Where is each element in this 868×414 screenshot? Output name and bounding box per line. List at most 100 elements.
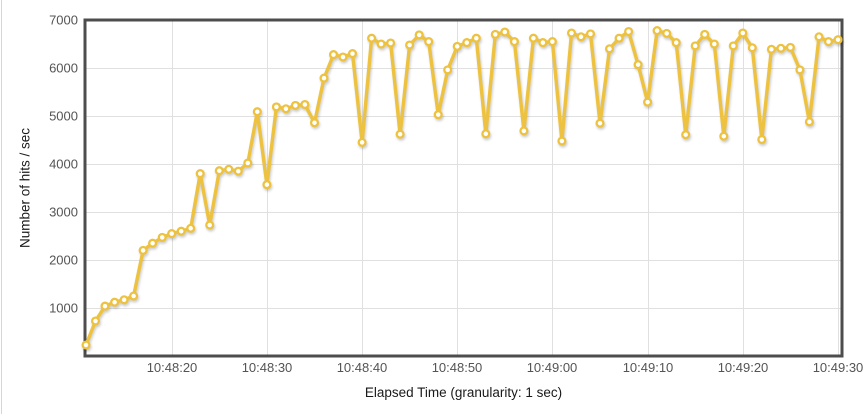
series-line bbox=[84, 28, 840, 347]
data-point bbox=[347, 49, 358, 59]
data-point bbox=[652, 26, 662, 36]
data-point bbox=[566, 28, 577, 38]
data-point bbox=[319, 73, 329, 83]
data-point bbox=[614, 33, 624, 43]
data-point bbox=[604, 44, 615, 54]
data-point bbox=[509, 37, 519, 47]
data-point bbox=[519, 126, 529, 136]
data-point bbox=[471, 33, 481, 43]
data-point bbox=[129, 291, 139, 301]
data-point bbox=[224, 164, 234, 174]
data-point bbox=[490, 29, 500, 39]
data-point bbox=[157, 232, 167, 242]
data-point bbox=[367, 33, 377, 43]
y-axis-title: Number of hits / sec bbox=[17, 127, 33, 249]
data-point bbox=[757, 134, 767, 145]
data-point bbox=[547, 37, 557, 47]
data-point bbox=[719, 131, 729, 141]
x-tick-label: 10:49:20 bbox=[718, 360, 769, 375]
data-point bbox=[690, 41, 700, 51]
data-point bbox=[110, 297, 120, 307]
data-point bbox=[462, 38, 472, 48]
data-point bbox=[281, 104, 291, 114]
data-point bbox=[624, 26, 634, 37]
data-point bbox=[376, 39, 386, 49]
data-point bbox=[833, 35, 843, 45]
data-point bbox=[557, 136, 567, 146]
data-point bbox=[633, 60, 643, 70]
x-tick-label: 10:48:30 bbox=[242, 360, 293, 375]
data-point bbox=[452, 41, 462, 51]
y-tick-label: 1000 bbox=[49, 301, 78, 316]
data-point bbox=[252, 107, 262, 117]
data-point bbox=[585, 29, 596, 39]
data-point bbox=[538, 38, 548, 48]
data-point bbox=[186, 223, 196, 233]
data-point bbox=[262, 180, 272, 190]
data-point bbox=[424, 37, 434, 47]
data-point bbox=[785, 42, 795, 52]
data-point bbox=[100, 301, 110, 311]
data-point bbox=[643, 97, 653, 107]
data-point bbox=[728, 41, 738, 51]
data-point bbox=[300, 99, 310, 110]
data-point bbox=[167, 229, 177, 239]
data-point bbox=[700, 29, 710, 39]
data-point bbox=[662, 28, 672, 38]
data-point bbox=[81, 340, 91, 350]
data-point bbox=[214, 166, 224, 176]
data-point bbox=[290, 100, 300, 110]
data-point bbox=[195, 169, 205, 179]
panel-left-border bbox=[1, 0, 2, 414]
data-point bbox=[804, 117, 814, 127]
data-point bbox=[681, 130, 691, 140]
data-point bbox=[176, 226, 186, 236]
data-point bbox=[747, 43, 757, 53]
data-point bbox=[443, 65, 453, 75]
x-tick-label: 10:48:40 bbox=[337, 360, 388, 375]
y-tick-label: 2000 bbox=[49, 253, 78, 268]
x-tick-label: 10:49:00 bbox=[527, 360, 578, 375]
data-point bbox=[271, 102, 281, 112]
data-point bbox=[138, 245, 148, 255]
data-point bbox=[414, 30, 424, 40]
data-point bbox=[90, 316, 101, 326]
data-point bbox=[500, 27, 510, 37]
x-axis-title: Elapsed Time (granularity: 1 sec) bbox=[364, 385, 563, 400]
data-point bbox=[357, 137, 367, 147]
x-tick-label: 10:49:30 bbox=[813, 360, 864, 375]
data-point bbox=[328, 50, 339, 60]
x-tick-label: 10:48:20 bbox=[147, 360, 198, 375]
data-point bbox=[814, 32, 824, 42]
data-point bbox=[766, 44, 776, 54]
data-point bbox=[776, 43, 786, 53]
hits-series bbox=[81, 26, 843, 350]
data-point bbox=[243, 158, 253, 168]
x-tick-label: 10:49:10 bbox=[623, 360, 674, 375]
data-point bbox=[823, 37, 834, 47]
data-point bbox=[481, 129, 491, 139]
y-tick-label: 6000 bbox=[49, 61, 78, 76]
data-point bbox=[795, 65, 805, 75]
y-tick-label: 7000 bbox=[49, 13, 78, 28]
data-point bbox=[405, 40, 415, 50]
data-point bbox=[148, 238, 158, 248]
plot-border bbox=[83, 18, 844, 358]
data-point bbox=[386, 38, 396, 48]
gridlines bbox=[86, 20, 841, 355]
y-tick-label: 4000 bbox=[49, 157, 78, 172]
data-point bbox=[395, 129, 405, 139]
data-point bbox=[738, 28, 748, 38]
data-point bbox=[709, 39, 719, 49]
y-tick-label: 5000 bbox=[49, 109, 78, 124]
data-point bbox=[576, 32, 586, 42]
data-point bbox=[309, 118, 320, 128]
data-point bbox=[671, 38, 681, 48]
data-point bbox=[528, 33, 538, 43]
data-point bbox=[205, 220, 215, 230]
tick-labels: 1000 2000 3000 4000 5000 6000 7000 10:48:20 10:4… bbox=[49, 13, 863, 376]
data-point bbox=[233, 166, 243, 176]
data-point bbox=[338, 52, 348, 62]
